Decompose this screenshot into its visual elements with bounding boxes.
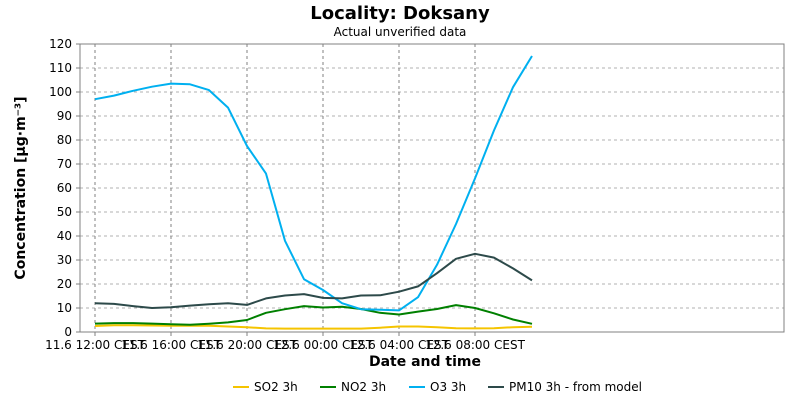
chart-title: Locality: Doksany (310, 3, 490, 24)
y-tick-label: 90 (57, 109, 72, 123)
y-tick-label: 120 (49, 37, 72, 51)
y-tick-label: 80 (57, 133, 72, 147)
grid-lines (80, 44, 784, 332)
x-axis-label: Date and time (369, 354, 481, 370)
legend-label-so2-3h: SO2 3h (254, 380, 298, 394)
y-tick-label: 60 (57, 181, 72, 195)
legend-label-pm10-3h-from-model: PM10 3h - from model (509, 380, 642, 394)
series-line-so2-3h (94, 324, 533, 330)
y-tick-label: 30 (57, 253, 72, 267)
x-tick-label: 11.6 20:00 CEST (197, 338, 298, 352)
y-tick-label: 0 (64, 325, 72, 339)
series-line-pm10-3h-from-model (94, 252, 533, 309)
y-tick-label: 20 (57, 277, 72, 291)
series-line-no2-3h (94, 304, 533, 326)
legend-label-o3-3h: O3 3h (430, 380, 466, 394)
plot-area (79, 43, 785, 333)
y-tick-label: 100 (49, 85, 72, 99)
y-tick-label: 70 (57, 157, 72, 171)
y-axis-ticks: 0 10 20 30 40 50 60 70 80 90 100 110 120 (49, 37, 80, 339)
series-lines (94, 55, 533, 330)
x-tick-label: 12.6 08:00 CEST (425, 338, 526, 352)
legend-label-no2-3h: NO2 3h (341, 380, 386, 394)
x-tick-label: 12.6 04:00 CEST (349, 338, 450, 352)
y-tick-label: 10 (57, 301, 72, 315)
y-tick-label: 50 (57, 205, 72, 219)
chart-subtitle: Actual unverified data (334, 25, 467, 39)
x-tick-label: 11.6 16:00 CEST (121, 338, 222, 352)
y-tick-label: 110 (49, 61, 72, 75)
y-tick-label: 40 (57, 229, 72, 243)
x-tick-label: 12.6 00:00 CEST (273, 338, 374, 352)
series-line-o3-3h (94, 55, 533, 312)
y-axis-label: Concentration [µg·m⁻³] (13, 96, 29, 279)
x-tick-label: 11.6 12:00 CEST (45, 338, 146, 352)
legend: SO2 3h NO2 3h O3 3h PM10 3h - from model (233, 380, 642, 394)
